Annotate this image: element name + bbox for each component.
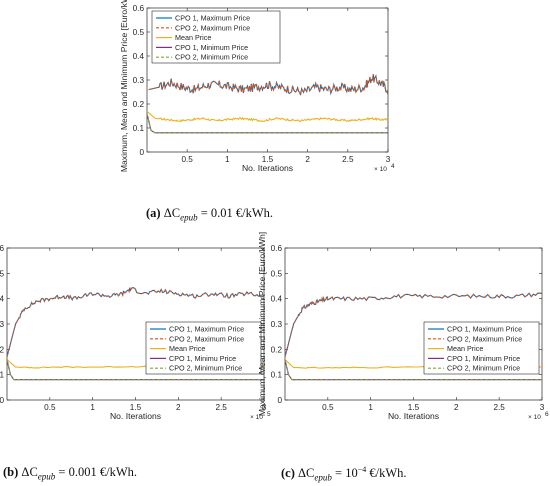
y-tick-label: 0.2 <box>0 345 4 354</box>
x-exponent-label: × 10 <box>374 166 387 173</box>
y-tick-label: 0.5 <box>0 269 4 278</box>
legend-label: Mean Price <box>169 344 205 353</box>
x-tick-label: 2 <box>176 403 181 412</box>
x-tick-label: 1 <box>368 403 373 412</box>
x-tick-label: 3 <box>540 403 545 412</box>
y-tick-label: 0.3 <box>0 320 4 329</box>
legend-box <box>151 10 281 64</box>
legend-label: CPO 1, Maximum Price <box>169 325 244 334</box>
series-group <box>147 74 388 134</box>
legend-label: CPO 2, Maximum Price <box>169 334 244 343</box>
x-axis-label: No. Iterations <box>110 411 161 421</box>
legend-label: CPO 2, Maximum Price <box>447 334 522 343</box>
x-tick-label: 1.5 <box>408 403 420 412</box>
y-tick-label: 0.2 <box>271 345 283 354</box>
y-tick-label: 0.4 <box>133 52 145 61</box>
y-tick-label: 0.6 <box>271 244 283 253</box>
legend-label: CPO 1, Minimum Price <box>175 43 248 52</box>
x-tick-label: 3 <box>262 403 267 412</box>
legend-label: CPO 1, Minimu Price <box>169 354 236 363</box>
x-tick-label: 3 <box>386 155 391 164</box>
y-tick-label: 0.4 <box>0 295 4 304</box>
y-tick-label: 0.1 <box>133 124 145 133</box>
x-tick-label: 1.5 <box>262 155 274 164</box>
y-tick-label: 0.3 <box>271 320 283 329</box>
caption-a: (a) ΔCepub = 0.01 €/kWh. <box>146 206 274 223</box>
y-tick-label: 0.1 <box>0 371 4 380</box>
chart-panel-c: 0 0.1 0.2 0.3 0.4 0.5 0.6 0.5 1 1.5 2 2.5 3 × 10 6 No. … <box>257 232 549 421</box>
x-exponent-power: 4 <box>391 163 395 170</box>
y-tick-label: 0.3 <box>133 76 145 85</box>
caption-b: (b) ΔCepub = 0.001 €/kWh. <box>3 465 137 482</box>
x-tick-label: 0.5 <box>181 155 193 164</box>
y-tick-label: 0 <box>0 396 4 405</box>
x-tick-label: 1 <box>90 403 95 412</box>
legend-label: CPO 2, Minimum Price <box>447 364 520 373</box>
y-axis-label: Maximum, Mean and Minimum Price [Euro/kW… <box>119 0 129 172</box>
x-exponent-label: × 10 <box>250 414 263 421</box>
x-tick-label: 0.5 <box>322 403 334 412</box>
x-tick-label: 2.5 <box>342 155 354 164</box>
y-tick-label: 0.1 <box>271 371 283 380</box>
x-tick-label: 2.5 <box>215 403 227 412</box>
series-line-5 <box>7 359 264 381</box>
legend-label: CPO 2, Minimum Price <box>169 364 242 373</box>
x-exponent-power: 6 <box>545 411 549 418</box>
legend-label: CPO 1, Maximum Price <box>447 325 522 334</box>
y-tick-label: 0 <box>277 396 282 405</box>
x-tick-label: 2 <box>305 155 310 164</box>
chart-panel-a: 0 0.1 0.2 0.3 0.4 0.5 0.6 0.5 1 1.5 2 2.5 3 × 10 4 No. … <box>119 0 395 173</box>
x-axis-label: No. Iterations <box>388 411 439 421</box>
series-line-4 <box>147 113 388 134</box>
legend-label: CPO 2, Minimum Price <box>175 53 248 62</box>
x-tick-label: 2.5 <box>493 403 505 412</box>
legend-label: CPO 1, Maximum Price <box>175 14 250 23</box>
legend-label: CPO 1, Minimum Price <box>447 354 520 363</box>
x-tick-label: 1 <box>225 155 230 164</box>
series-line-5 <box>285 359 542 381</box>
caption-c: (c) ΔCepub = 10−4 €/kWh. <box>281 465 407 483</box>
series-line-2 <box>285 292 542 358</box>
x-axis-label: No. Iterations <box>242 163 293 173</box>
y-tick-label: 0.5 <box>271 269 283 278</box>
x-exponent-label: × 10 <box>528 414 541 421</box>
series-group <box>7 286 264 381</box>
y-tick-label: 0.2 <box>133 100 145 109</box>
x-tick-label: 2 <box>454 403 459 412</box>
y-axis-label: Maximum, Mean and Minimum Price [Euro/kW… <box>257 232 267 416</box>
y-tick-label: 0.6 <box>0 244 4 253</box>
y-tick-label: 0 <box>139 148 144 157</box>
y-tick-label: 0.6 <box>133 4 145 13</box>
series-line-3 <box>147 110 388 123</box>
y-tick-label: 0.4 <box>271 295 283 304</box>
legend-label: CPO 2, Maximum Price <box>175 23 250 32</box>
series-line-2 <box>148 74 388 96</box>
x-tick-label: 1.5 <box>130 403 142 412</box>
y-tick-label: 0.5 <box>133 28 145 37</box>
x-tick-label: 0.5 <box>44 403 56 412</box>
series-line-2 <box>7 286 264 358</box>
x-exponent-power: 5 <box>267 411 271 418</box>
legend-label: Mean Price <box>175 33 211 42</box>
chart-panel-b: 0 0.1 0.2 0.3 0.4 0.5 0.6 0.5 1 1.5 2 2.5 3 × 10 5 No. … <box>0 244 271 421</box>
legend-label: Mean Price <box>447 344 483 353</box>
